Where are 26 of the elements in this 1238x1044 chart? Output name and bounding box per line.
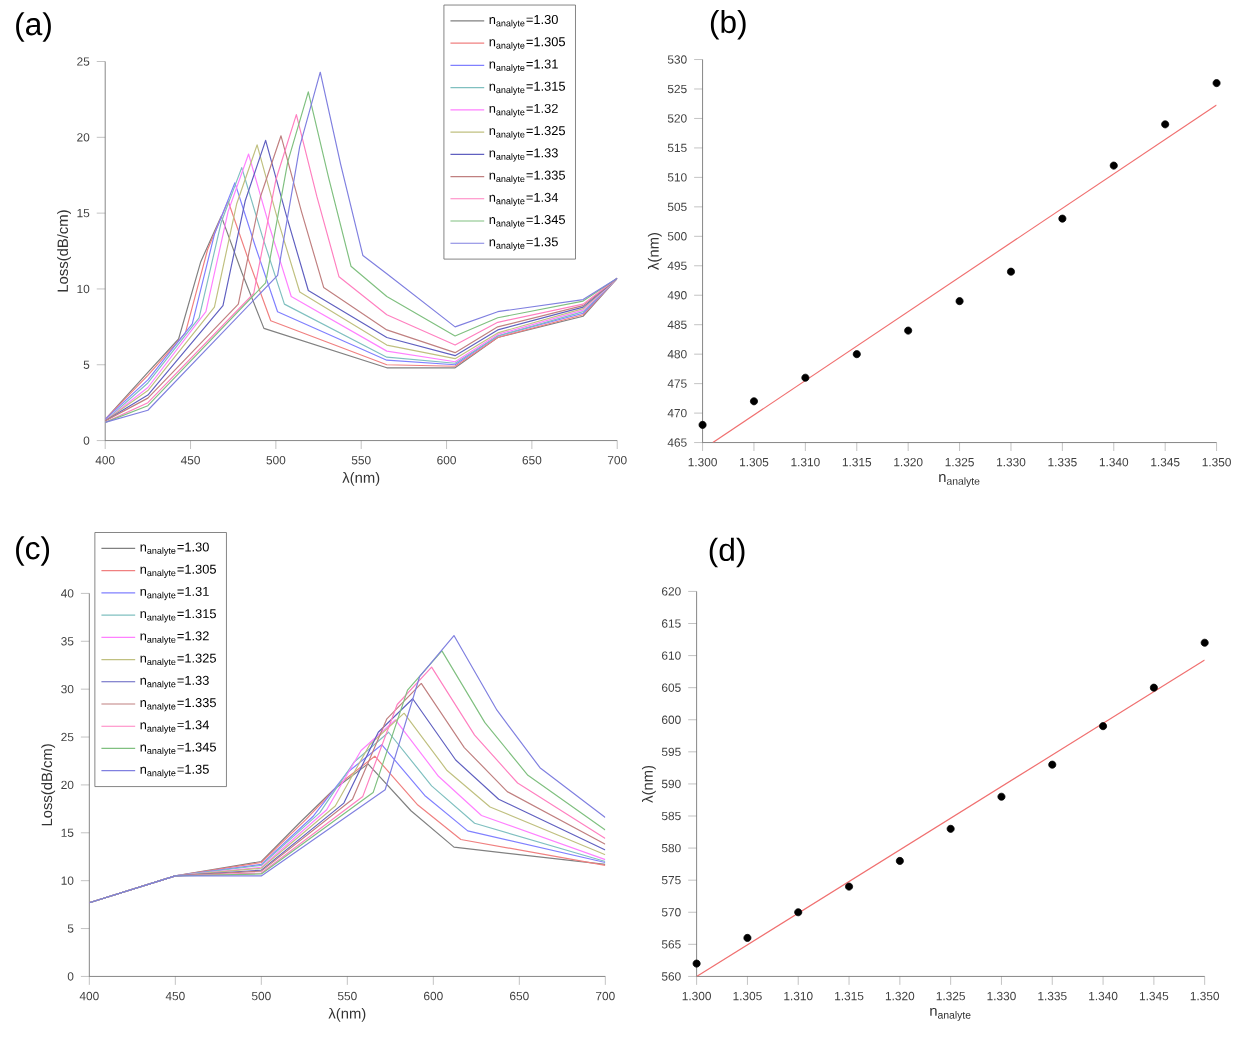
point — [946, 824, 955, 833]
point — [692, 959, 701, 968]
point — [895, 856, 904, 865]
point — [1058, 214, 1067, 223]
chart-title: (b) — [710, 9, 746, 40]
chart-title: (c) — [16, 536, 50, 566]
point — [1109, 161, 1118, 170]
point — [801, 373, 810, 382]
point — [1048, 760, 1057, 769]
point — [852, 350, 861, 359]
point — [698, 420, 707, 429]
point — [794, 908, 803, 917]
point — [955, 297, 964, 306]
point — [750, 397, 758, 406]
point — [743, 933, 752, 942]
point — [997, 792, 1006, 801]
chart-title: (a) — [16, 12, 51, 42]
point — [1161, 120, 1170, 129]
point — [1149, 683, 1158, 692]
point — [904, 326, 913, 335]
point — [1212, 79, 1221, 88]
point — [1099, 722, 1108, 731]
point — [1200, 638, 1209, 647]
chart-title: (d) — [709, 537, 745, 568]
point — [845, 882, 854, 891]
point — [1007, 267, 1015, 276]
